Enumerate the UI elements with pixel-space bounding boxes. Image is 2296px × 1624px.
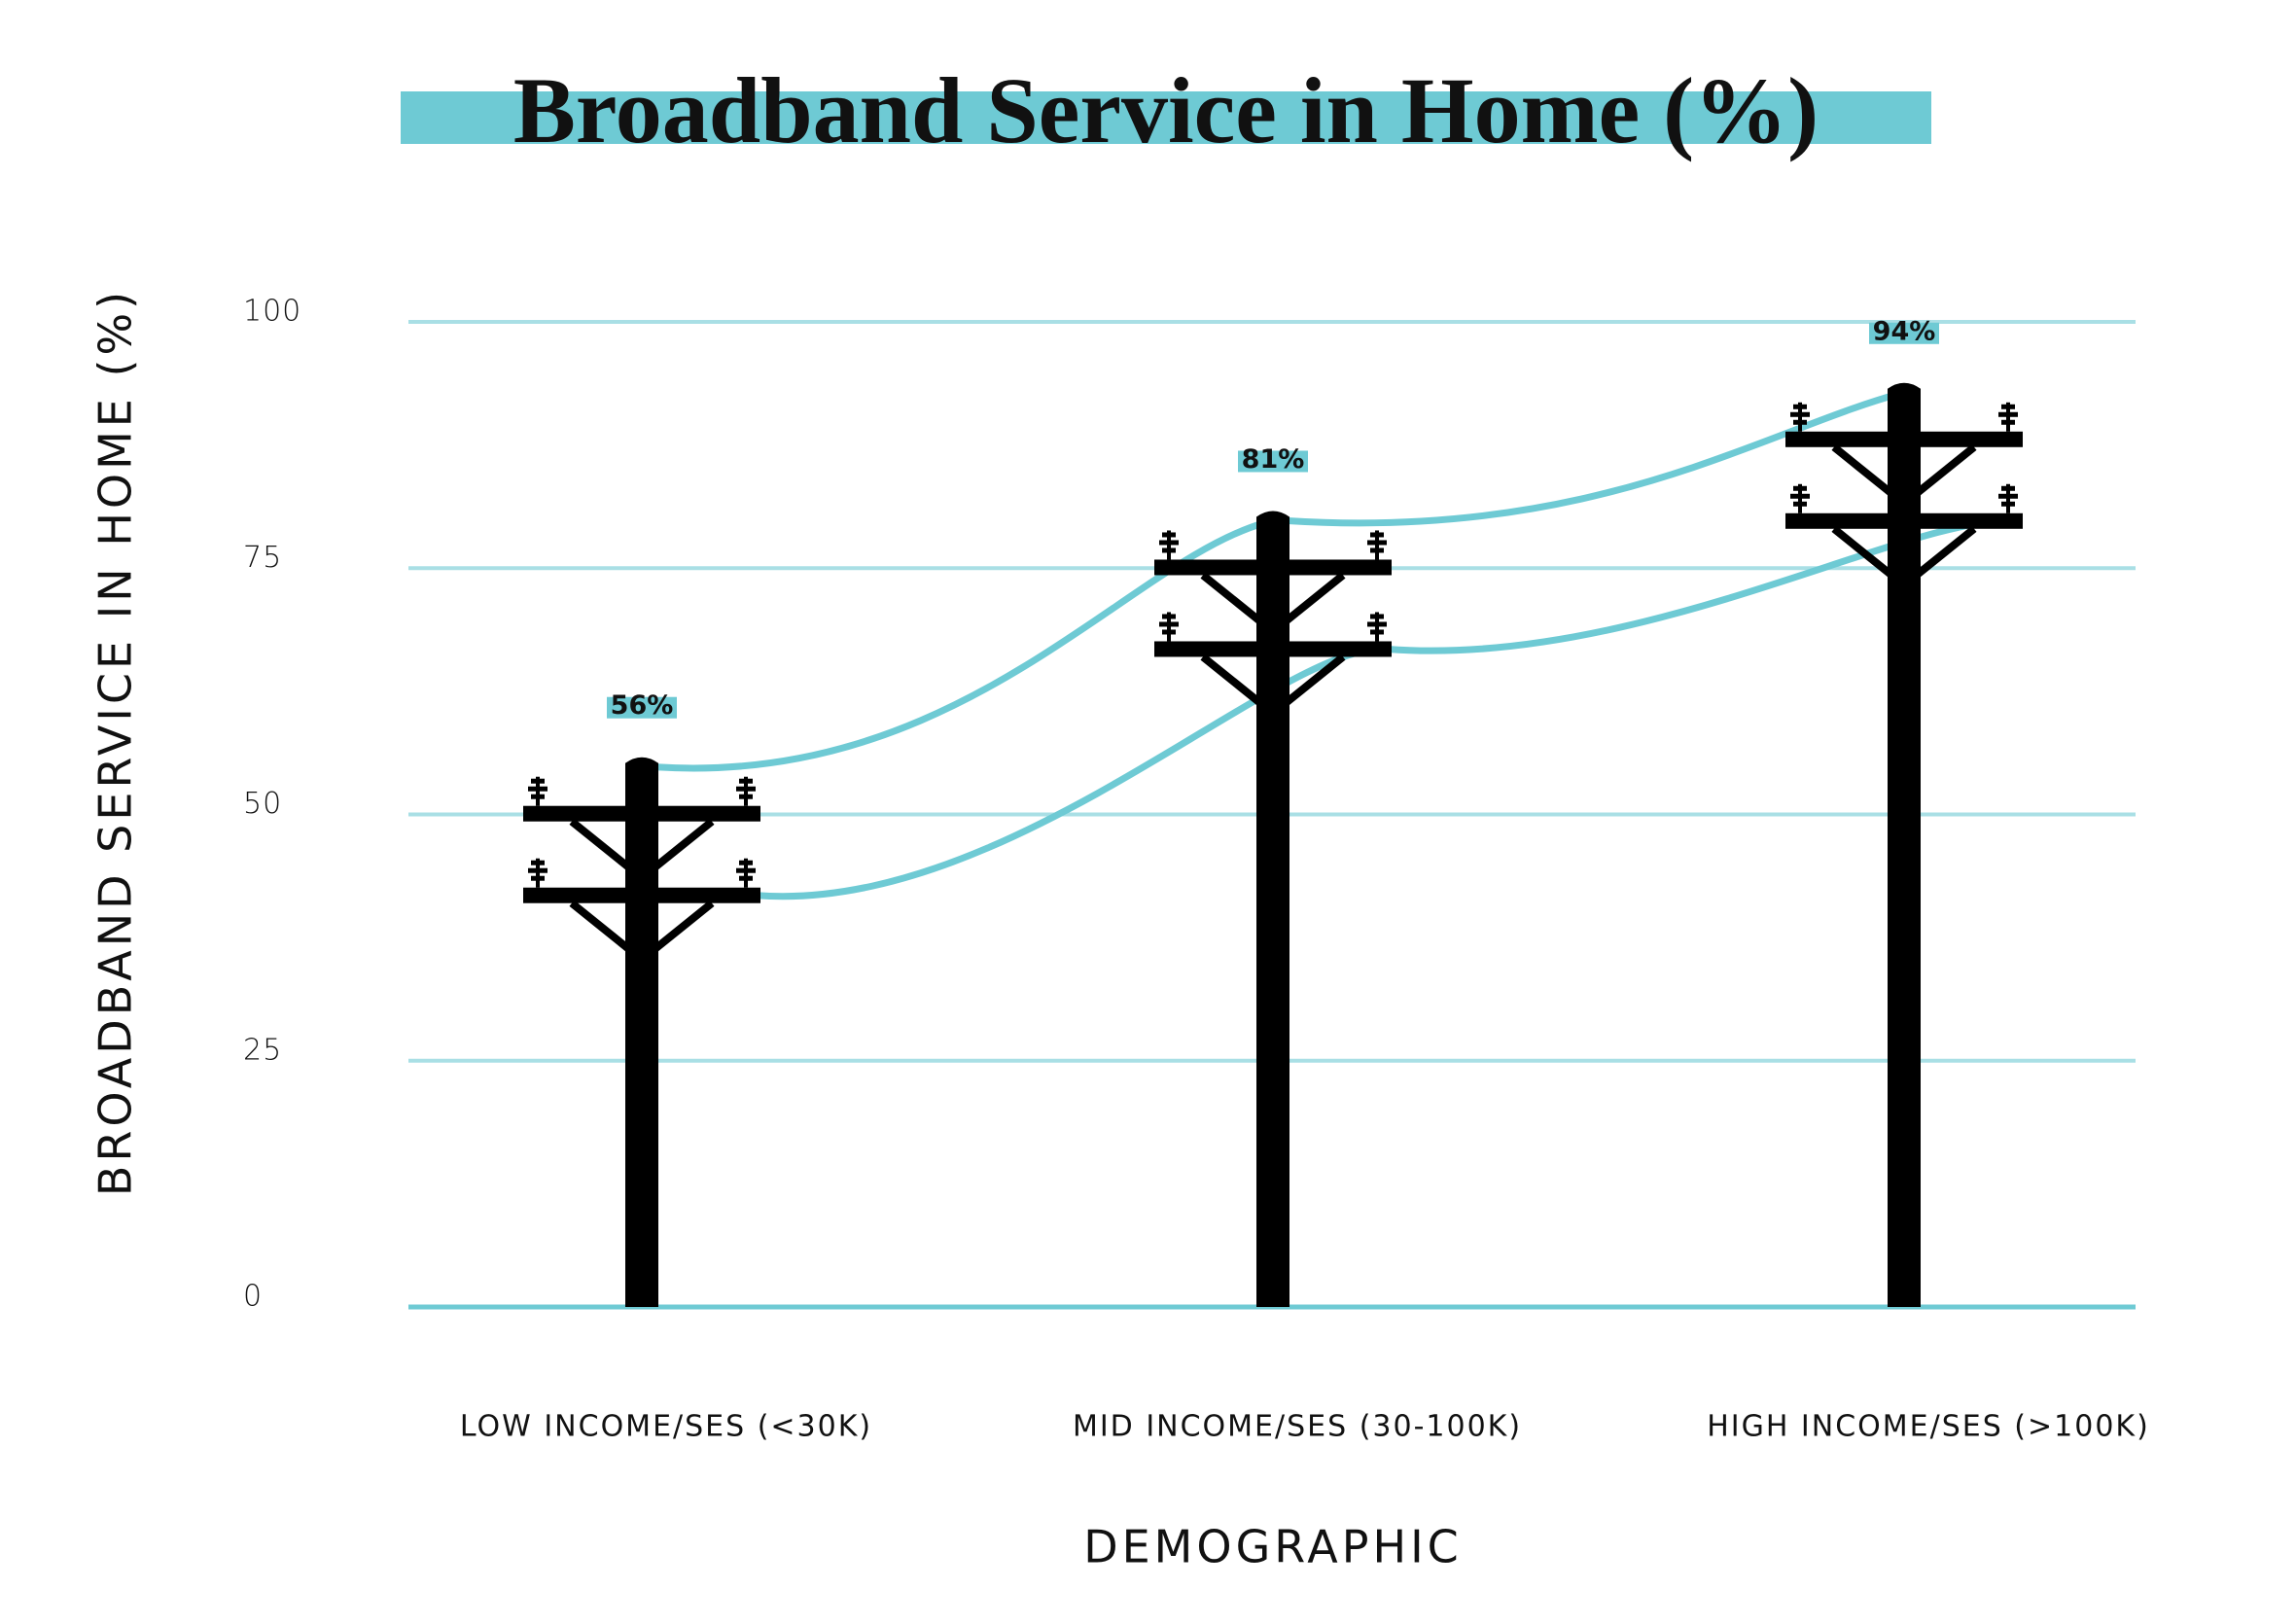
pole-cap bbox=[625, 757, 658, 814]
insulator-pin bbox=[1375, 530, 1379, 560]
chart-title: Broadband Service in Home (%) bbox=[513, 58, 1819, 162]
insulator-pin bbox=[1375, 612, 1379, 642]
y-axis-title: BROADBAND SERVICE IN HOME (%) bbox=[89, 288, 142, 1196]
brace bbox=[1901, 443, 1977, 507]
value-highlight bbox=[1869, 322, 1939, 344]
pole bbox=[625, 774, 658, 1307]
brace bbox=[569, 900, 645, 963]
insulator-pin bbox=[2006, 483, 2010, 513]
y-tick-label: 100 bbox=[243, 295, 301, 329]
crossarm bbox=[1154, 559, 1392, 576]
pole bbox=[1256, 528, 1289, 1307]
y-tick-label: 25 bbox=[243, 1033, 282, 1067]
insulator-pin bbox=[1167, 530, 1171, 560]
value-label: 81% bbox=[1242, 444, 1305, 475]
crossarm bbox=[1154, 641, 1392, 657]
value-highlight bbox=[607, 696, 677, 719]
insulator-pin bbox=[536, 858, 540, 888]
value-highlight bbox=[1238, 450, 1308, 473]
y-tick-label: 50 bbox=[243, 787, 282, 821]
brace bbox=[1200, 572, 1276, 635]
insulator-pin bbox=[1798, 402, 1802, 432]
crossarm bbox=[1785, 512, 2023, 529]
y-tick-label: 0 bbox=[243, 1280, 263, 1314]
brace bbox=[569, 818, 645, 881]
wire bbox=[1387, 516, 2020, 654]
brace bbox=[1831, 525, 1907, 588]
y-tick-label: 75 bbox=[243, 541, 282, 575]
pole bbox=[1888, 400, 1921, 1307]
insulator-pin bbox=[1798, 483, 1802, 513]
brace bbox=[1270, 572, 1346, 635]
wire bbox=[655, 519, 1266, 772]
insulator-pin bbox=[536, 776, 540, 806]
insulator-pin bbox=[744, 858, 748, 888]
brace bbox=[1270, 653, 1346, 717]
crossarm bbox=[523, 887, 760, 903]
brace bbox=[1200, 653, 1276, 717]
wire bbox=[1287, 391, 1897, 527]
insulator-pin bbox=[2006, 402, 2010, 432]
brace bbox=[639, 900, 715, 963]
brace bbox=[1831, 443, 1907, 507]
pole-cap bbox=[1256, 511, 1289, 568]
x-axis-title: DEMOGRAPHIC bbox=[1083, 1521, 1463, 1573]
x-tick-label: LOW INCOME/SES (<30K) bbox=[460, 1410, 872, 1444]
value-label: 94% bbox=[1873, 316, 1936, 346]
title-highlight bbox=[401, 91, 1931, 144]
x-tick-label: HIGH INCOME/SES (>100K) bbox=[1707, 1410, 2150, 1444]
wire bbox=[756, 645, 1389, 900]
insulator-pin bbox=[1167, 612, 1171, 642]
crossarm bbox=[1785, 431, 2023, 447]
brace bbox=[1901, 525, 1977, 588]
pole-cap bbox=[1888, 382, 1921, 440]
crossarm bbox=[523, 805, 760, 822]
x-tick-label: MID INCOME/SES (30-100K) bbox=[1073, 1410, 1522, 1444]
brace bbox=[639, 818, 715, 881]
value-label: 56% bbox=[611, 690, 674, 721]
insulator-pin bbox=[744, 776, 748, 806]
